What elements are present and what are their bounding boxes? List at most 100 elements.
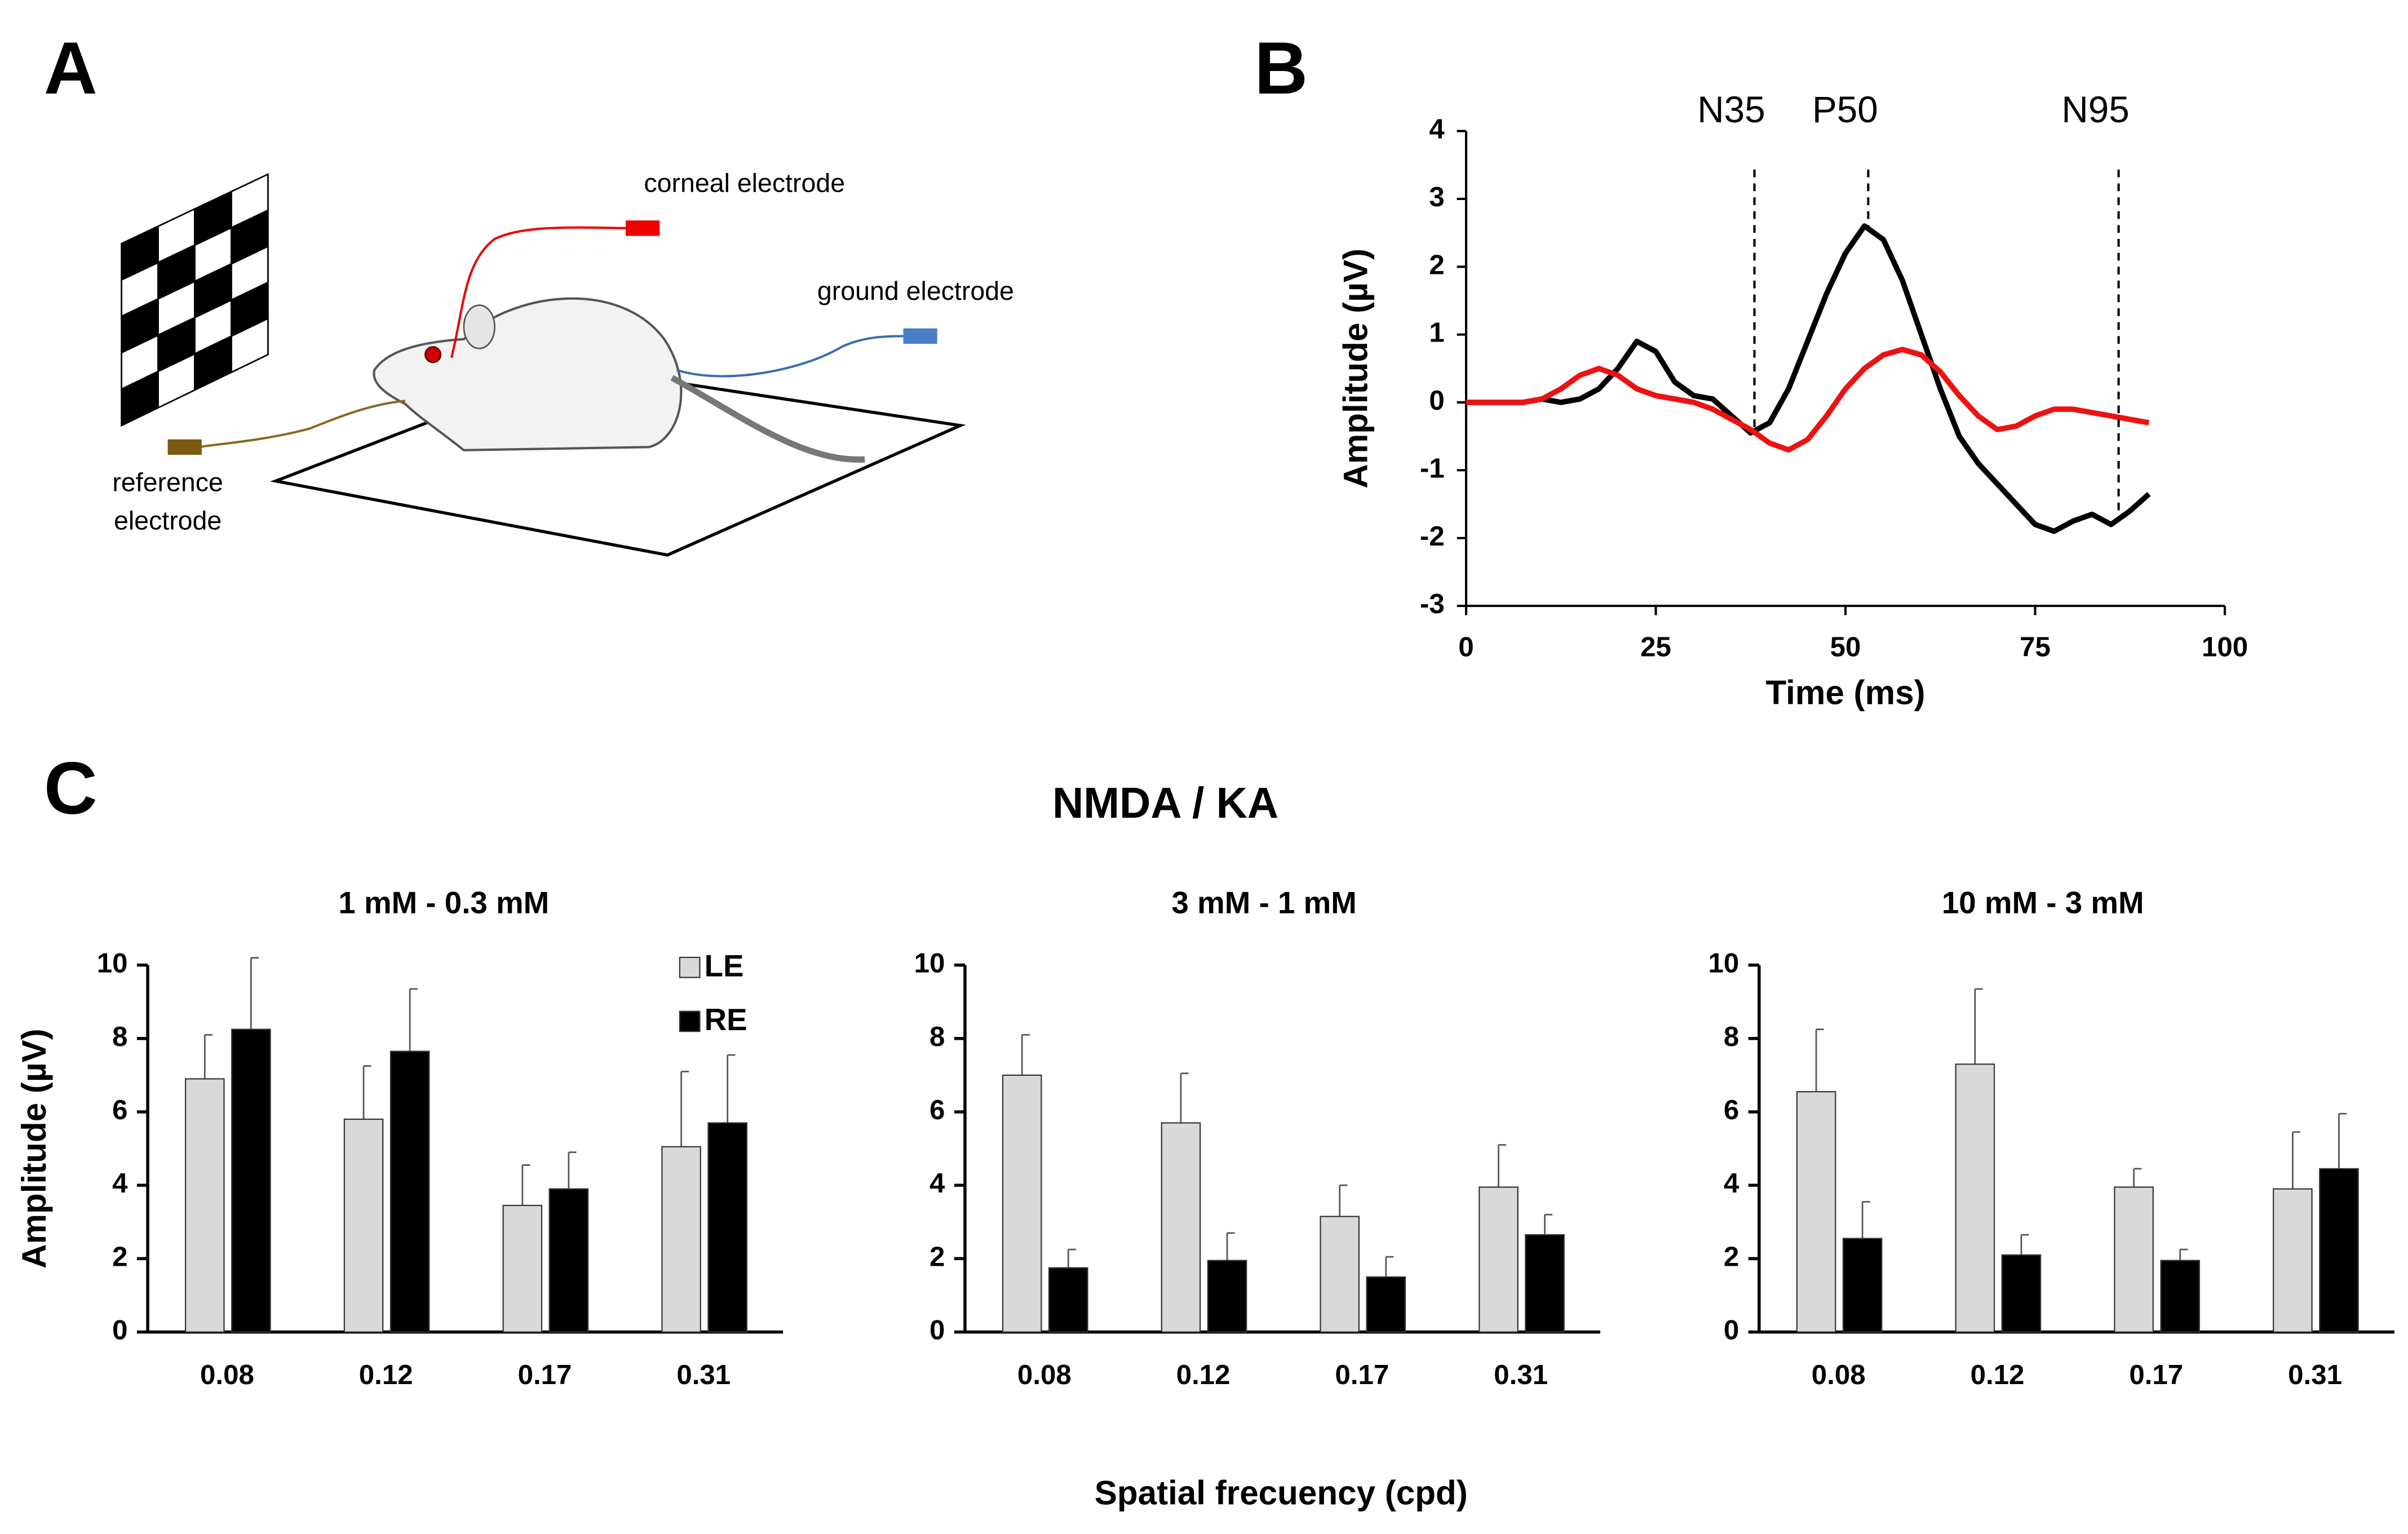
bar — [1161, 1122, 1201, 1333]
x-tick-label: 0.17 — [2129, 1359, 2183, 1390]
bar — [343, 1118, 384, 1333]
y-tick-label: 0 — [1724, 1315, 1739, 1346]
y-tick-label: 8 — [929, 1021, 945, 1052]
bar — [2319, 1168, 2359, 1333]
x-tick-label: 0.12 — [359, 1359, 413, 1390]
annotation-label: N95 — [2061, 89, 2129, 130]
x-tick-label: 0.17 — [518, 1359, 572, 1390]
x-axis-label: Time (ms) — [1765, 674, 1925, 712]
panel-label: A — [44, 26, 98, 109]
y-tick-label: 4 — [1724, 1168, 1739, 1199]
bar — [661, 1146, 701, 1333]
y-tick-label: 10 — [1708, 948, 1739, 979]
y-tick-label: 6 — [1724, 1094, 1739, 1125]
bar — [231, 1028, 271, 1333]
bar — [2273, 1188, 2313, 1333]
bar — [1479, 1186, 1519, 1333]
annotation-label: P50 — [1812, 89, 1878, 130]
line-series — [1466, 223, 2151, 534]
y-tick-label: 1 — [1429, 317, 1444, 348]
y-tick-label: 0 — [929, 1315, 945, 1346]
diagram-label: ground electrode — [817, 276, 1014, 305]
y-tick-label: -3 — [1420, 588, 1445, 619]
electrode — [903, 328, 937, 344]
bar — [2114, 1186, 2154, 1333]
bar — [2001, 1254, 2042, 1333]
x-tick-label: 0.12 — [1971, 1359, 2025, 1390]
y-tick-label: 10 — [97, 948, 128, 979]
wire — [676, 335, 908, 378]
checker-cell — [231, 317, 269, 374]
y-axis-label: Amplitude (µV) — [1336, 249, 1374, 489]
y-tick-label: 0 — [1429, 385, 1444, 416]
y-tick-label: 6 — [112, 1094, 127, 1125]
x-tick-label: 0.31 — [676, 1359, 731, 1390]
line-series — [1466, 347, 2150, 453]
bar — [389, 1050, 430, 1333]
x-tick-label: 100 — [2202, 632, 2248, 663]
y-tick-label: 2 — [112, 1241, 127, 1272]
bar — [1002, 1074, 1042, 1333]
y-tick-label: 2 — [929, 1241, 945, 1272]
diagram-label: corneal electrode — [644, 169, 845, 198]
bar — [1366, 1276, 1406, 1333]
panel-label: C — [44, 747, 98, 830]
bar — [548, 1188, 589, 1333]
rat-tail — [670, 375, 865, 463]
bar — [1207, 1260, 1247, 1333]
y-tick-label: 10 — [914, 948, 945, 979]
x-tick-label: 0.31 — [1494, 1359, 1548, 1390]
x-tick-label: 25 — [1640, 632, 1671, 663]
electrode — [167, 439, 202, 455]
x-tick-label: 75 — [2020, 632, 2051, 663]
legend-label: LE — [705, 948, 744, 983]
wire — [198, 400, 406, 449]
y-tick-label: 8 — [112, 1021, 127, 1052]
chart-title: 10 mM - 3 mM — [1942, 885, 2144, 920]
y-tick-label: 4 — [929, 1168, 945, 1199]
x-tick-label: 0.12 — [1176, 1359, 1230, 1390]
bar — [1842, 1238, 1883, 1333]
y-tick-label: 2 — [1429, 249, 1444, 280]
x-tick-label: 0.17 — [1335, 1359, 1389, 1390]
x-tick-label: 0.08 — [1017, 1359, 1072, 1390]
legend-swatch — [679, 956, 701, 978]
bar — [1320, 1216, 1360, 1333]
legend-swatch — [679, 1010, 701, 1032]
y-tick-label: 3 — [1429, 181, 1444, 212]
bar — [1048, 1267, 1088, 1333]
bar — [707, 1122, 747, 1333]
checkerboard — [121, 172, 269, 427]
chart-title: 3 mM - 1 mM — [1172, 885, 1357, 920]
x-axis-label: Spatial frecuency (cpd) — [1095, 1474, 1468, 1511]
x-tick-label: 50 — [1830, 632, 1861, 663]
x-tick-label: 0.08 — [1812, 1359, 1866, 1390]
diagram-label: electrode — [114, 506, 222, 535]
wire — [450, 226, 634, 358]
y-tick-label: 8 — [1724, 1021, 1739, 1052]
y-tick-label: 4 — [112, 1168, 128, 1199]
annotation-label: N35 — [1697, 89, 1765, 130]
y-axis-label: Amplitude (µV) — [15, 1028, 53, 1269]
figure-title: NMDA / KA — [1052, 779, 1278, 827]
y-tick-label: -2 — [1420, 521, 1445, 552]
bar — [184, 1078, 225, 1333]
diagram-label: reference — [112, 467, 223, 496]
y-tick-label: 4 — [1429, 114, 1445, 145]
electrode — [626, 220, 660, 236]
y-tick-label: -1 — [1420, 453, 1445, 484]
x-tick-label: 0.31 — [2288, 1359, 2342, 1390]
bar — [1955, 1063, 1995, 1333]
panel-label: B — [1254, 26, 1308, 109]
rat-eye — [424, 346, 442, 363]
y-tick-label: 6 — [929, 1094, 945, 1125]
y-tick-label: 2 — [1724, 1241, 1739, 1272]
rat-ear — [463, 304, 495, 349]
bar — [1796, 1091, 1836, 1333]
bar — [2160, 1260, 2200, 1333]
legend-label: RE — [705, 1002, 747, 1037]
diagram: corneal electrode ground electrode refer… — [112, 169, 1014, 557]
rat-body — [373, 297, 683, 451]
y-tick-label: 0 — [112, 1315, 127, 1346]
